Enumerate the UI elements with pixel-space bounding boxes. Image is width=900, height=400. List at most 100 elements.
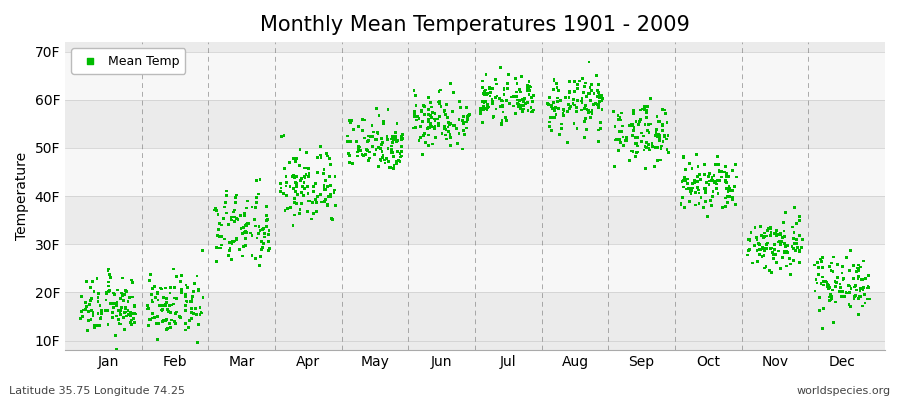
Point xyxy=(825,287,840,293)
Point xyxy=(159,296,174,302)
Point xyxy=(511,104,526,110)
Point xyxy=(649,129,663,136)
Point xyxy=(262,228,276,234)
Point xyxy=(154,285,168,291)
Point xyxy=(858,300,872,306)
Point xyxy=(850,275,865,281)
Point xyxy=(575,75,590,82)
Point xyxy=(358,151,373,157)
Point xyxy=(357,117,372,123)
Point xyxy=(94,314,108,320)
Point xyxy=(816,305,831,312)
Point xyxy=(158,302,172,308)
Point xyxy=(547,76,562,82)
Point xyxy=(548,104,562,111)
Point xyxy=(585,109,599,115)
Bar xyxy=(65,100,885,148)
Point xyxy=(655,106,670,112)
Point xyxy=(677,153,691,160)
Point xyxy=(575,99,590,106)
Point xyxy=(515,107,529,114)
Point xyxy=(328,202,342,208)
Bar xyxy=(65,292,885,340)
Point xyxy=(222,239,237,245)
Point xyxy=(343,138,357,145)
Point xyxy=(489,106,503,112)
Point xyxy=(850,265,865,271)
Point xyxy=(774,238,788,245)
Point xyxy=(441,120,455,126)
Point xyxy=(409,124,423,131)
Point xyxy=(219,210,233,216)
Point xyxy=(788,248,803,254)
Point xyxy=(479,71,493,78)
Point xyxy=(228,214,242,220)
Point xyxy=(91,294,105,301)
Point xyxy=(690,178,705,185)
Point xyxy=(710,153,724,160)
Point xyxy=(473,106,488,112)
Point xyxy=(780,243,795,249)
Point xyxy=(826,254,841,260)
Point xyxy=(320,153,335,159)
Point xyxy=(660,146,674,153)
Point xyxy=(810,260,824,266)
Point xyxy=(475,119,490,126)
Point xyxy=(158,303,173,309)
Point xyxy=(526,99,540,105)
Point xyxy=(162,320,176,327)
Point xyxy=(778,249,792,255)
Point xyxy=(237,224,251,231)
Point xyxy=(81,318,95,324)
Point xyxy=(497,85,511,91)
Point xyxy=(261,232,275,238)
Point xyxy=(261,216,275,222)
Point xyxy=(121,298,135,305)
Point xyxy=(770,227,784,233)
Point xyxy=(595,96,609,102)
Point xyxy=(395,136,410,142)
Point xyxy=(851,267,866,274)
Point xyxy=(765,249,779,256)
Point xyxy=(662,149,676,156)
Point xyxy=(792,247,806,253)
Point xyxy=(592,98,607,104)
Point xyxy=(245,253,259,259)
Point xyxy=(725,196,740,203)
Point xyxy=(103,274,117,280)
Point xyxy=(656,138,670,144)
Point xyxy=(80,327,94,334)
Point xyxy=(248,223,263,229)
Point xyxy=(210,232,224,239)
Point xyxy=(699,179,714,186)
Point xyxy=(420,125,435,132)
Point xyxy=(756,246,770,252)
Point xyxy=(221,252,236,259)
Point xyxy=(421,111,436,118)
Point xyxy=(325,216,339,222)
Point xyxy=(514,89,528,95)
Point xyxy=(631,149,645,155)
Point xyxy=(742,248,756,254)
Point xyxy=(87,325,102,331)
Point xyxy=(753,246,768,252)
Point xyxy=(277,132,292,138)
Point xyxy=(212,226,226,232)
Point xyxy=(611,148,625,154)
Point xyxy=(622,122,636,129)
Point xyxy=(382,158,396,165)
Point xyxy=(639,140,653,146)
Point xyxy=(124,310,139,316)
Point xyxy=(628,134,643,140)
Point xyxy=(434,104,448,110)
Point xyxy=(546,86,561,93)
Point xyxy=(833,284,848,291)
Point xyxy=(382,164,396,171)
Point xyxy=(625,122,639,128)
Point xyxy=(319,196,333,203)
Point xyxy=(119,313,133,319)
Point xyxy=(238,210,252,217)
Point xyxy=(86,313,100,319)
Point xyxy=(860,284,875,290)
Point xyxy=(163,310,177,316)
